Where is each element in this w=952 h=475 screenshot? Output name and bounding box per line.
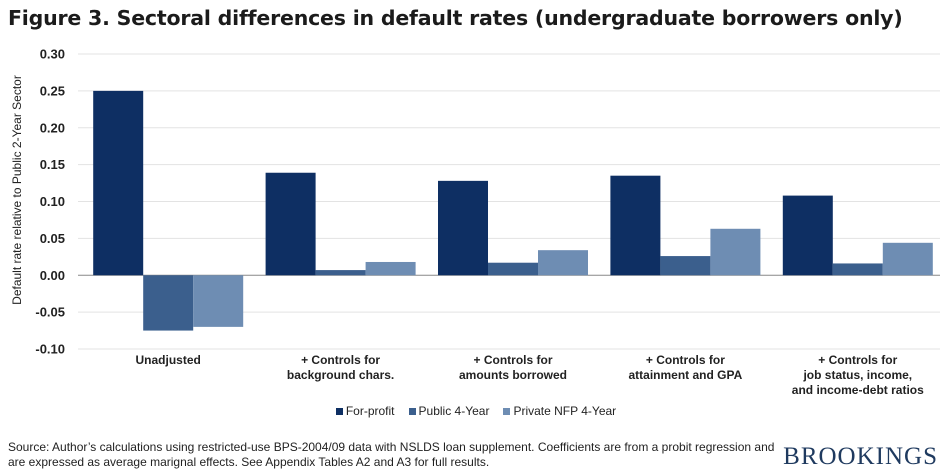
bar (365, 261, 416, 276)
bar (538, 250, 588, 276)
legend-item: Public 4-Year (408, 404, 490, 418)
bar (193, 275, 244, 327)
legend: For-profit Public 4-Year Private NFP 4-Yea… (0, 404, 952, 418)
legend-label: Public 4-Year (418, 404, 490, 418)
bar (832, 263, 883, 276)
category-label: + Controls for background chars. (287, 353, 394, 382)
category-label: + Controls for amounts borrowed (459, 353, 567, 382)
source-note: Source: Author’s calculations using rest… (8, 440, 775, 469)
y-tick-label: 0.00 (40, 268, 65, 283)
bar (315, 270, 366, 276)
bar-chart: 0.30 0.25 0.20 0.15 0.10 0.05 0.00 -0.05 -0.10 U… (10, 47, 940, 397)
legend-item: For-profit (335, 404, 395, 418)
legend-item: Private NFP 4-Year (503, 404, 616, 418)
y-tick-label: 0.15 (40, 157, 65, 172)
legend-swatch (408, 407, 416, 415)
category-labels: Unadjusted + Controls for background chars… (136, 353, 925, 397)
bar (265, 172, 316, 276)
bar (438, 180, 488, 276)
y-tick-label: 0.05 (40, 231, 65, 246)
y-tick-label: 0.10 (40, 194, 65, 209)
bar (610, 175, 661, 276)
chart-title: Figure 3. Sectoral differences in defaul… (8, 6, 903, 30)
category-label: Unadjusted (136, 353, 201, 367)
bar (660, 256, 711, 276)
y-axis-label: Default rate relative to Public 2-Year S… (10, 75, 24, 305)
legend-label: Private NFP 4-Year (513, 404, 617, 418)
y-tick-label: 0.30 (40, 47, 65, 62)
brookings-logo: BROOKINGS (783, 443, 938, 470)
bar (710, 228, 761, 276)
bar (488, 262, 538, 276)
legend-label: For-profit (345, 404, 395, 418)
category-label: + Controls for attainment and GPA (629, 353, 743, 382)
y-tick-label: 0.25 (40, 83, 65, 98)
bar (143, 275, 194, 331)
category-label: + Controls for job status, income, and inc… (792, 353, 924, 397)
legend-swatch (335, 407, 343, 415)
y-tick-label: 0.20 (40, 120, 65, 135)
bar (782, 195, 833, 276)
bar (93, 90, 144, 276)
bars (93, 90, 933, 331)
legend-swatch (503, 407, 511, 415)
y-tick-labels: 0.30 0.25 0.20 0.15 0.10 0.05 0.00 -0.05 -0.10 (35, 47, 65, 357)
bar (882, 242, 933, 276)
y-tick-label: -0.05 (35, 305, 65, 320)
y-tick-label: -0.10 (35, 342, 65, 357)
